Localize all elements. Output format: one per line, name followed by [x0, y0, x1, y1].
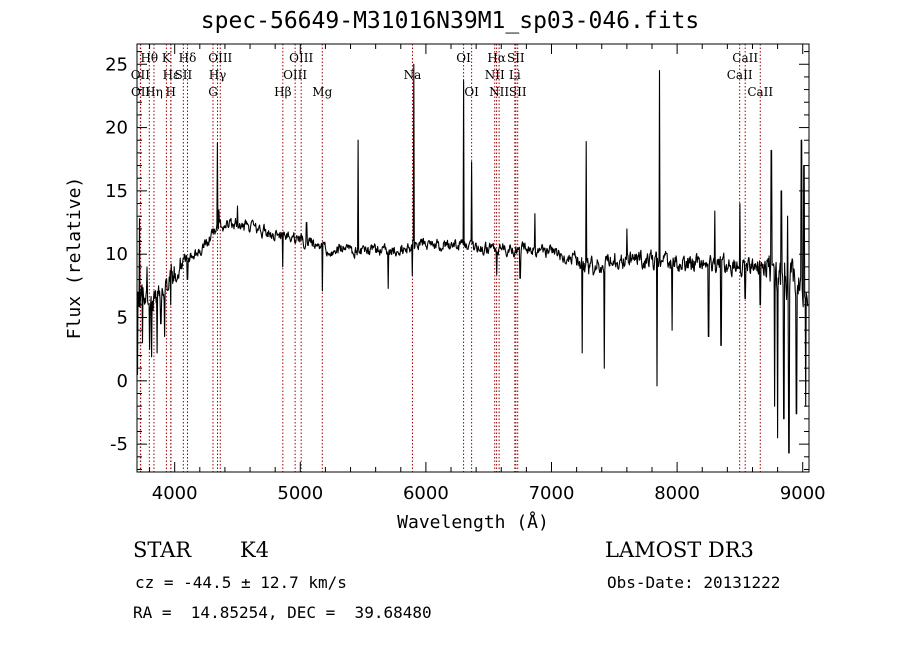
line-label: NII [485, 68, 505, 82]
line-label: Li [509, 68, 521, 82]
line-label: OII [131, 68, 151, 82]
line-label: Hγ [209, 68, 227, 82]
line-label: OII [131, 85, 151, 99]
y-tick-label: 10 [105, 244, 128, 265]
line-label: SII [507, 51, 525, 65]
line-label: CaII [747, 85, 773, 99]
line-label: OI [464, 85, 479, 99]
y-axis-label: Flux (relative) [64, 177, 85, 340]
line-label: Hθ [140, 51, 158, 65]
line-label: OI [456, 51, 471, 65]
plot-frame [136, 43, 810, 473]
x-tick-label: 7000 [529, 483, 575, 504]
y-tick-label: 20 [105, 118, 128, 139]
line-label: SII [509, 85, 527, 99]
redshift-text: cz = -44.5 ± 12.7 km/s [135, 573, 347, 592]
line-label: CaII [732, 51, 758, 65]
line-label: NII [489, 85, 509, 99]
y-tick-label: 25 [105, 54, 128, 75]
spectrum-line [136, 63, 809, 454]
y-tick-label: 15 [105, 181, 128, 202]
x-tick-label: 5000 [277, 483, 323, 504]
x-tick-label: 6000 [403, 483, 449, 504]
obs-date: Obs-Date: 20131222 [607, 573, 781, 592]
line-label: Na [404, 68, 422, 82]
line-label: OIII [289, 51, 313, 65]
line-label: G [208, 85, 218, 99]
line-label: Hδ [179, 51, 197, 65]
line-label: Hη [145, 85, 163, 99]
y-tick-label: 5 [117, 308, 128, 329]
object-class: STAR [133, 538, 192, 562]
x-tick-label: 9000 [780, 483, 826, 504]
line-label: Mg [312, 85, 332, 99]
line-label: OIII [283, 68, 307, 82]
x-tick-label: 8000 [654, 483, 700, 504]
line-label: Hα [487, 51, 506, 65]
axes: 4000 5000 6000 7000 8000 9000 -5 0 5 10 15 20 25 Wave… [64, 43, 826, 533]
spectrum-series [136, 63, 809, 454]
line-label: Hε [163, 68, 180, 82]
object-subclass: K4 [240, 538, 270, 562]
survey-name: LAMOST DR3 [605, 538, 754, 562]
y-tick-label: 0 [117, 371, 128, 392]
chart-title: spec-56649-M31016N39M1_sp03-046.fits [200, 8, 700, 34]
coordinates: RA = 14.85254, DEC = 39.68480 [133, 603, 432, 622]
line-label: H [166, 85, 176, 99]
x-tick-label: 4000 [152, 483, 198, 504]
line-label: OIII [208, 51, 232, 65]
line-label: CaII [727, 68, 753, 82]
line-label: Hβ [274, 85, 291, 99]
line-label: K [162, 51, 172, 65]
line-label: SII [174, 68, 192, 82]
x-axis-label: Wavelength (Å) [397, 511, 549, 533]
y-tick-label: -5 [110, 434, 128, 455]
